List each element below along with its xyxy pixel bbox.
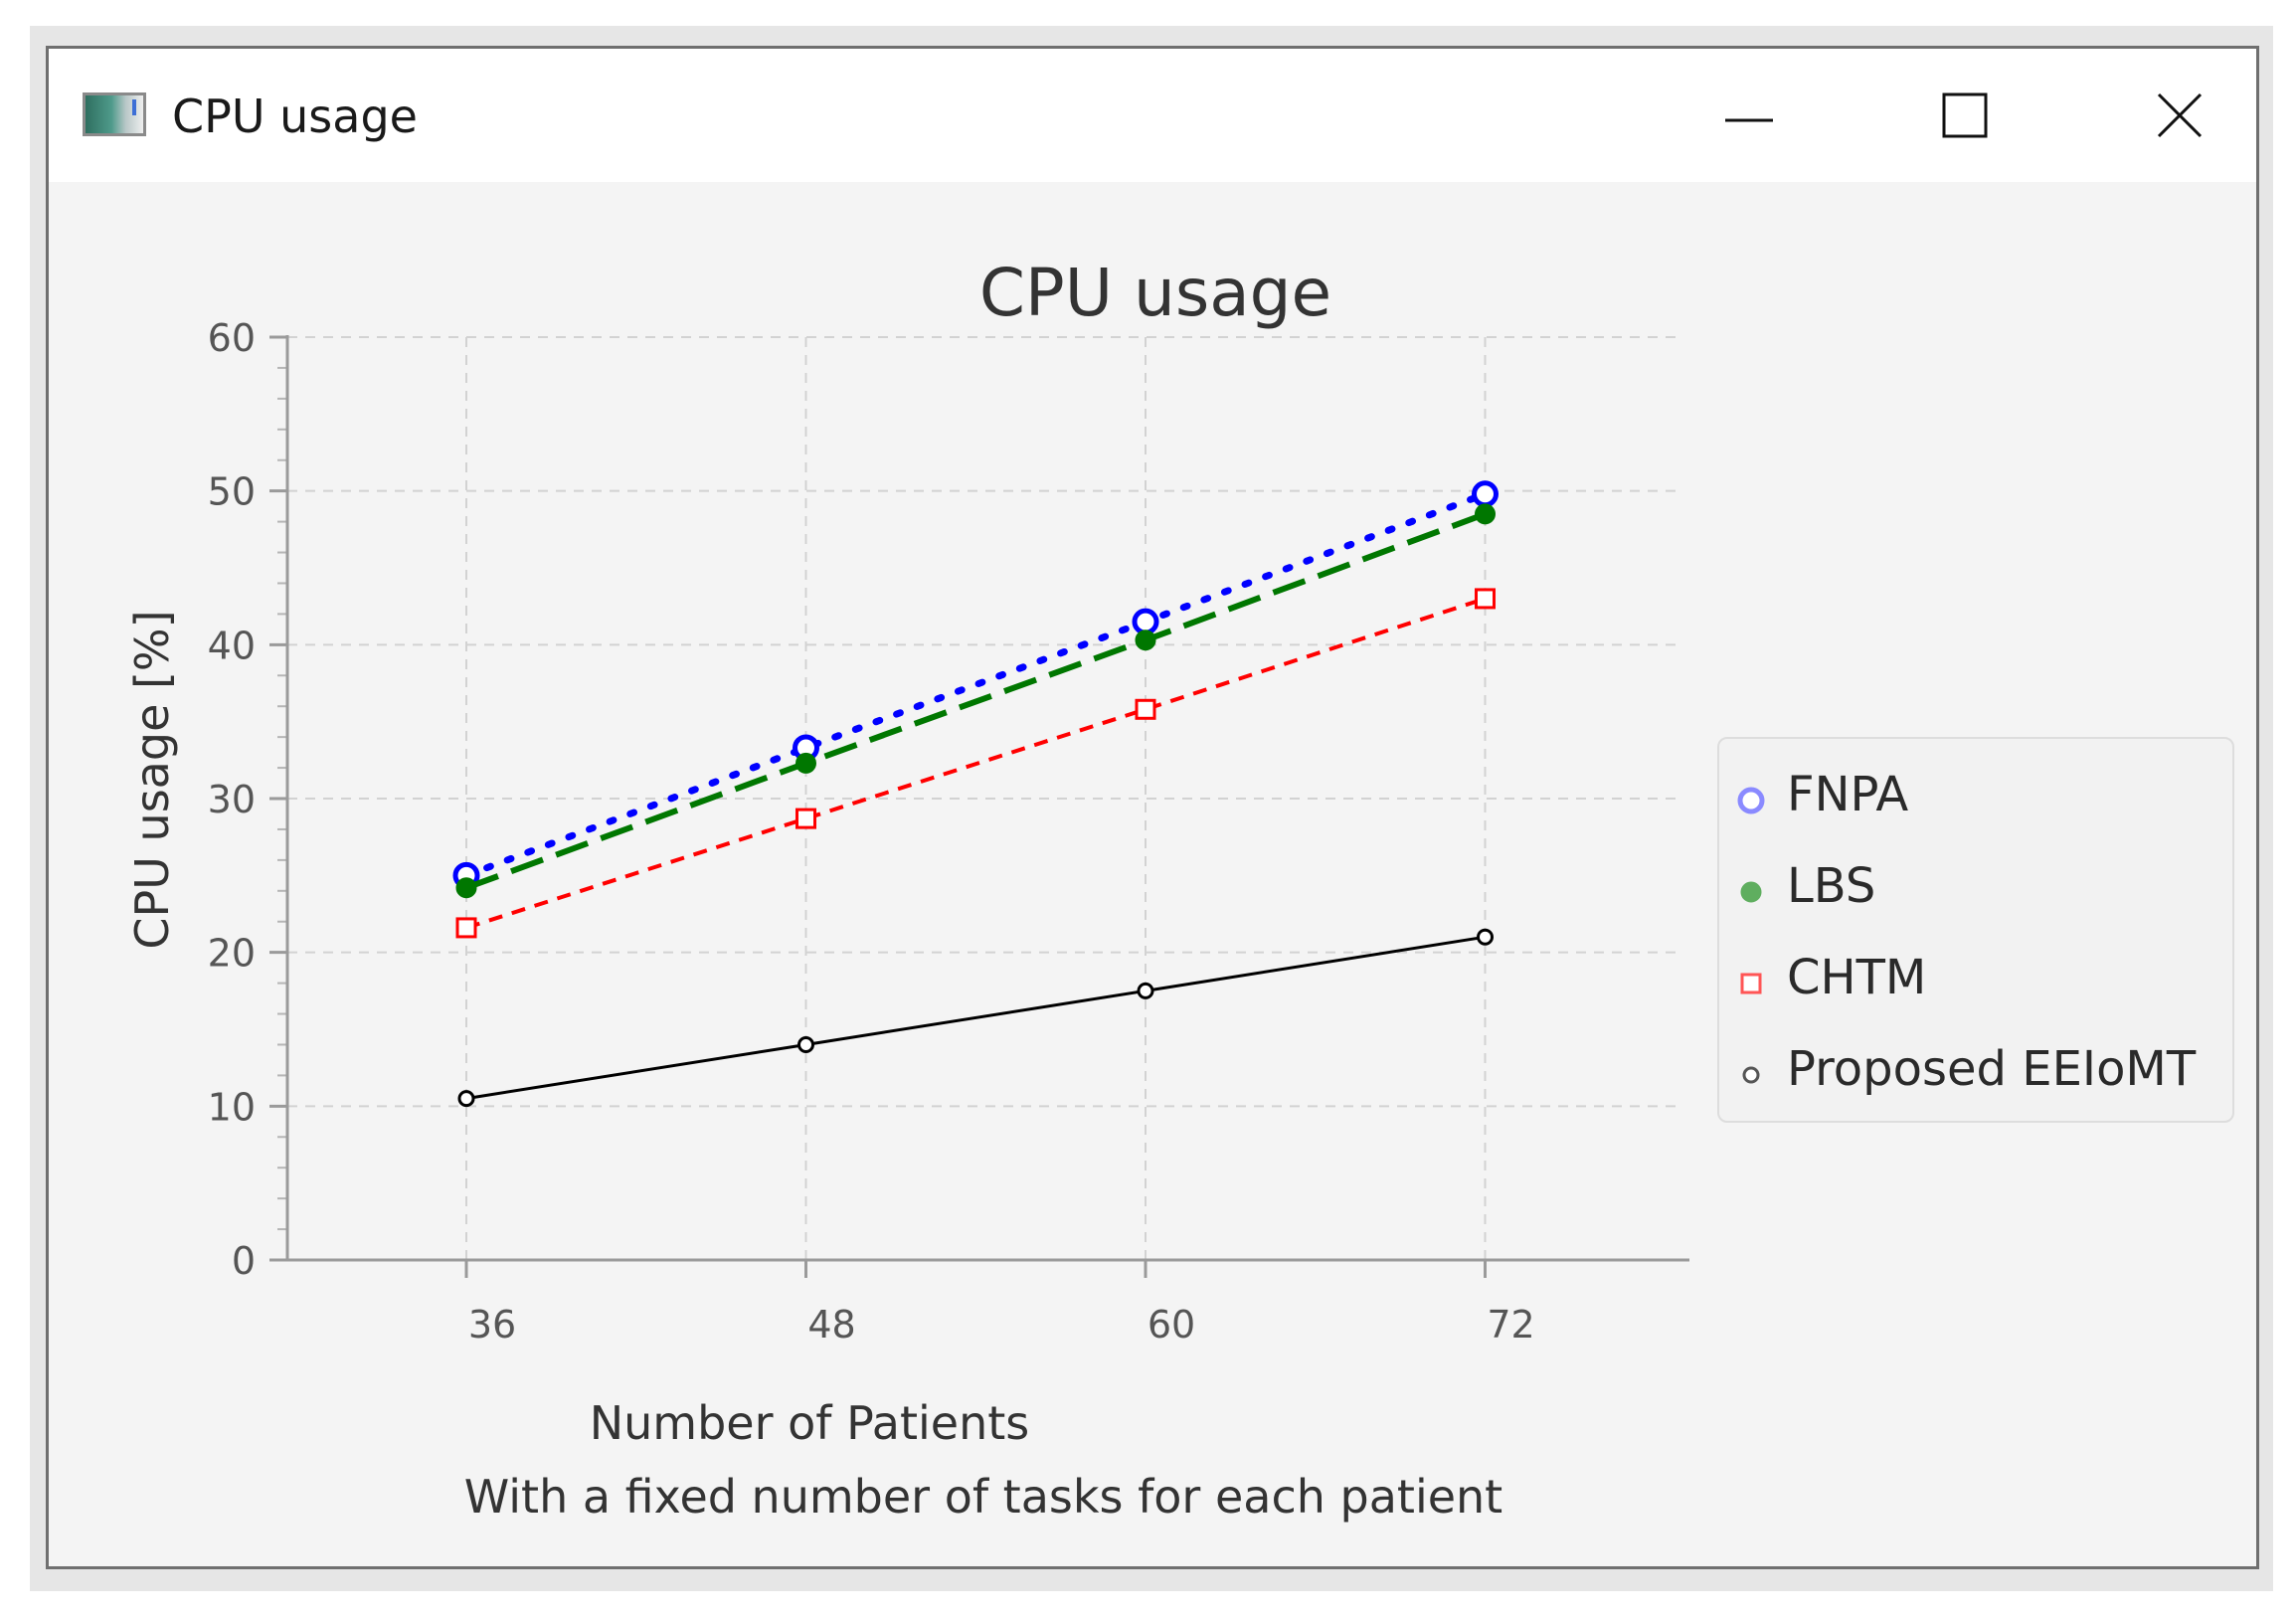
line-chart: CPU usage 0 10 20 30 40 50 60 36 48 60 72 Number o…	[125, 255, 1689, 1524]
data-point	[1475, 588, 1496, 610]
axes: 0 10 20 30 40 50 60 36 48 60 72	[208, 316, 1689, 1347]
data-point	[797, 1035, 814, 1053]
minimize-button[interactable]	[1695, 79, 1805, 158]
series-line	[465, 935, 1486, 1101]
chart-title: CPU usage	[979, 255, 1331, 331]
legend-marker-shape	[1737, 787, 1765, 814]
series-line	[465, 597, 1487, 930]
legend-marker	[1740, 973, 1762, 994]
close-icon	[2157, 92, 2203, 138]
x-tick-label: 72	[1487, 1303, 1534, 1347]
y-tick-label: 0	[232, 1239, 256, 1283]
legend-marker	[1737, 787, 1765, 814]
y-tick-label: 50	[208, 470, 256, 514]
series-line	[464, 511, 1487, 891]
series-line	[462, 490, 1489, 879]
legend-item: Proposed EEIoMT	[1719, 1035, 2232, 1105]
data-point	[1472, 480, 1499, 508]
series-fnpa	[452, 480, 1499, 889]
legend-label: CHTM	[1787, 950, 1927, 1005]
legend-marker-shape	[1742, 1066, 1760, 1084]
series-proposed-eeiomt	[457, 928, 1494, 1108]
y-tick-label: 30	[208, 778, 256, 821]
legend-item: FNPA	[1719, 761, 2232, 830]
x-tick-label: 60	[1148, 1303, 1195, 1347]
legend-marker	[1742, 1066, 1760, 1084]
series	[452, 480, 1499, 1108]
title-bar[interactable]: CPU usage	[49, 49, 2256, 182]
x-axis-sublabel: With a fixed number of tasks for each pa…	[464, 1470, 1502, 1524]
x-axis-label: Number of Patients	[590, 1396, 1030, 1450]
x-tick-label: 36	[468, 1303, 516, 1347]
y-axis-label: CPU usage [%]	[125, 610, 179, 949]
data-point	[1135, 630, 1156, 651]
data-point	[455, 877, 477, 899]
legend-label: LBS	[1787, 858, 1876, 914]
y-tick-label: 40	[208, 624, 256, 667]
y-tick-label: 20	[208, 932, 256, 976]
window-title: CPU usage	[172, 90, 418, 143]
data-point	[1135, 698, 1156, 720]
legend-label: Proposed EEIoMT	[1787, 1041, 2197, 1097]
series-lbs	[455, 503, 1496, 899]
minimize-icon	[1725, 118, 1773, 122]
app-window: CPU usage CPU usage 0 10 20 30 40 50 60 36 48 60 7…	[46, 46, 2259, 1569]
app-window-icon	[83, 92, 146, 136]
y-tick-label: 10	[208, 1085, 256, 1129]
legend-label: FNPA	[1787, 767, 1909, 822]
legend-item: CHTM	[1719, 944, 2232, 1013]
legend-item: LBS	[1719, 852, 2232, 922]
data-point	[1477, 928, 1494, 946]
data-point	[457, 1090, 475, 1108]
maximize-icon	[1942, 92, 1988, 138]
legend-marker	[1740, 881, 1762, 903]
x-tick-label: 48	[807, 1303, 855, 1347]
data-point	[1132, 608, 1159, 635]
data-point	[1137, 982, 1154, 999]
data-point	[455, 917, 477, 939]
series-chtm	[455, 588, 1496, 939]
grid-lines	[287, 336, 1679, 1260]
maximize-button[interactable]	[1910, 79, 2020, 158]
data-point	[1475, 503, 1496, 525]
y-tick-label: 60	[208, 316, 256, 360]
data-point	[795, 752, 816, 774]
legend-marker-shape	[1740, 881, 1762, 903]
legend-marker-shape	[1740, 973, 1762, 994]
chart-legend: FNPA LBS CHTM Proposed EEIoMT	[1717, 737, 2234, 1123]
close-button[interactable]	[2125, 79, 2234, 158]
data-point	[795, 808, 816, 829]
